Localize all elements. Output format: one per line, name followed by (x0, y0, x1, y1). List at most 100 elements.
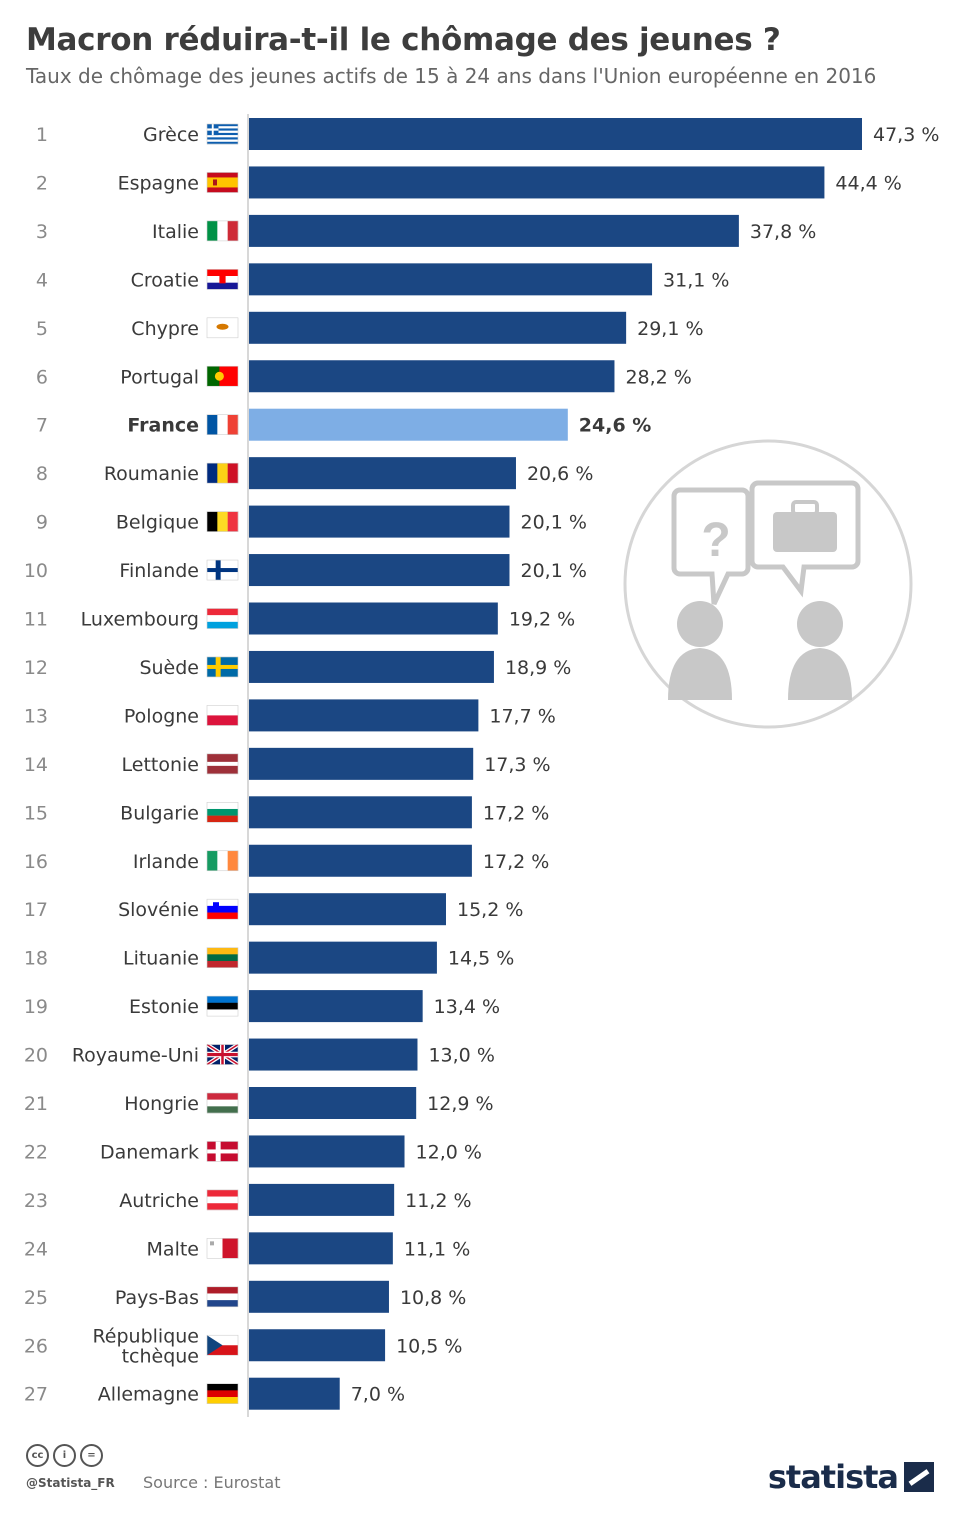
malta-flag-icon (206, 1238, 239, 1259)
bar[interactable] (249, 650, 494, 683)
rank-label: 24 (24, 1238, 48, 1260)
value-label: 28,2 % (625, 366, 691, 388)
bar-row-bulgarie: 15 Bulgarie 17,2 % (24, 796, 549, 829)
category-label: Danemark (100, 1141, 199, 1163)
rank-label: 26 (24, 1335, 48, 1357)
rank-label: 27 (24, 1384, 48, 1406)
value-label: 20,1 % (520, 512, 586, 534)
bar[interactable] (249, 1377, 340, 1410)
bar[interactable] (249, 747, 474, 780)
rank-label: 11 (24, 609, 48, 631)
latvia-flag-icon (206, 753, 239, 775)
bar-row-slovenie: 17 Slovénie 15,2 % (24, 893, 523, 926)
rank-label: 2 (36, 172, 48, 194)
statista-logo[interactable]: statista (768, 1458, 934, 1496)
category-label: Hongrie (124, 1093, 199, 1115)
portugal-flag-icon (206, 365, 239, 387)
bar[interactable] (249, 263, 653, 296)
value-label: 11,2 % (405, 1190, 471, 1212)
person-left-icon (677, 601, 723, 647)
rank-label: 20 (24, 1045, 48, 1067)
twitter-handle[interactable]: @Statista_FR (26, 1476, 115, 1490)
bar[interactable] (249, 699, 479, 732)
bar-row-france: 7 France 24,6 % (36, 408, 652, 441)
category-label: Estonie (129, 996, 199, 1018)
bar-row-royaume-uni: 20 Royaume-Uni 13,0 % (24, 1038, 495, 1071)
nd-icon[interactable]: = (80, 1444, 103, 1467)
spain-flag-icon (206, 172, 239, 193)
bar-row-danemark: 22 Danemark 12,0 % (24, 1135, 482, 1168)
bar[interactable] (249, 893, 446, 926)
germany-flag-icon (206, 1383, 239, 1404)
bar[interactable] (249, 360, 615, 393)
category-label: Lettonie (122, 754, 199, 776)
cyprus-flag-icon (206, 317, 239, 339)
luxembourg-flag-icon (206, 608, 239, 629)
rank-label: 17 (24, 899, 48, 921)
value-label: 17,3 % (484, 754, 550, 776)
category-label: Slovénie (118, 899, 199, 921)
bar[interactable] (249, 505, 510, 538)
sweden-flag-icon (206, 656, 239, 678)
license-icons: cc i = (26, 1444, 103, 1467)
chart-title: Macron réduira-t-il le chômage des jeune… (26, 22, 781, 58)
by-icon[interactable]: i (53, 1444, 76, 1467)
bar[interactable] (249, 457, 516, 490)
bar[interactable] (249, 554, 510, 587)
rank-label: 14 (24, 754, 48, 776)
category-label: Chypre (131, 318, 199, 340)
bar[interactable] (249, 311, 627, 344)
bar[interactable] (249, 796, 472, 829)
austria-flag-icon (206, 1189, 239, 1211)
rank-label: 9 (36, 512, 48, 534)
bar[interactable] (249, 1280, 389, 1313)
rank-label: 18 (24, 948, 48, 970)
bar-chart: ? 1 Grèce 47,3 % 2 Espagne 44,4 % 3 Italie 37,8 … (24, 114, 939, 1417)
rank-label: 5 (36, 318, 48, 340)
category-label: Irlande (133, 851, 199, 873)
value-label: 17,7 % (489, 705, 555, 727)
finland-flag-icon (206, 559, 239, 581)
poland-flag-icon (206, 705, 239, 726)
bar-row-hongrie: 21 Hongrie 12,9 % (24, 1087, 494, 1119)
statista-logo-icon (904, 1462, 934, 1492)
bar[interactable] (249, 844, 472, 877)
rank-label: 25 (24, 1287, 48, 1309)
briefcase-bubble-icon (749, 480, 861, 598)
bar[interactable] (249, 408, 568, 441)
bar-row-republique-tcheque: 26 République tchèque 10,5 % (24, 1325, 463, 1367)
cc-icon[interactable]: cc (26, 1444, 49, 1467)
category-label: République tchèque (92, 1325, 199, 1367)
belgium-flag-icon (206, 511, 239, 532)
bar[interactable] (249, 1183, 395, 1216)
bar-row-autriche: 23 Autriche 11,2 % (24, 1183, 472, 1216)
category-label: Royaume-Uni (72, 1045, 199, 1067)
value-label: 24,6 % (579, 415, 652, 437)
rank-label: 12 (24, 657, 48, 679)
czech-flag-icon (206, 1334, 239, 1356)
category-label: Suède (139, 657, 199, 679)
value-label: 31,1 % (663, 269, 729, 291)
category-label: Allemagne (98, 1384, 199, 1406)
bar-row-espagne: 2 Espagne 44,4 % (36, 166, 902, 199)
bar[interactable] (249, 1232, 393, 1265)
bar[interactable] (249, 941, 437, 974)
bar[interactable] (249, 1087, 417, 1119)
bar[interactable] (249, 166, 825, 199)
bar[interactable] (249, 990, 423, 1023)
bar[interactable] (249, 1038, 418, 1071)
value-label: 12,9 % (427, 1093, 493, 1115)
bar[interactable] (249, 1135, 405, 1168)
bar-row-italie: 3 Italie 37,8 % (36, 214, 816, 247)
rank-label: 1 (36, 124, 48, 146)
bar-row-pologne: 13 Pologne 17,7 % (24, 699, 556, 732)
bar[interactable] (249, 1329, 386, 1362)
category-label: Bulgarie (120, 802, 199, 824)
value-label: 29,1 % (637, 318, 703, 340)
bar-row-irlande: 16 Irlande 17,2 % (24, 844, 549, 877)
bar[interactable] (249, 602, 498, 635)
bar-row-belgique: 9 Belgique 20,1 % (36, 505, 587, 538)
bar[interactable] (249, 118, 862, 150)
bar-row-estonie: 19 Estonie 13,4 % (24, 990, 500, 1023)
bar[interactable] (249, 214, 739, 247)
